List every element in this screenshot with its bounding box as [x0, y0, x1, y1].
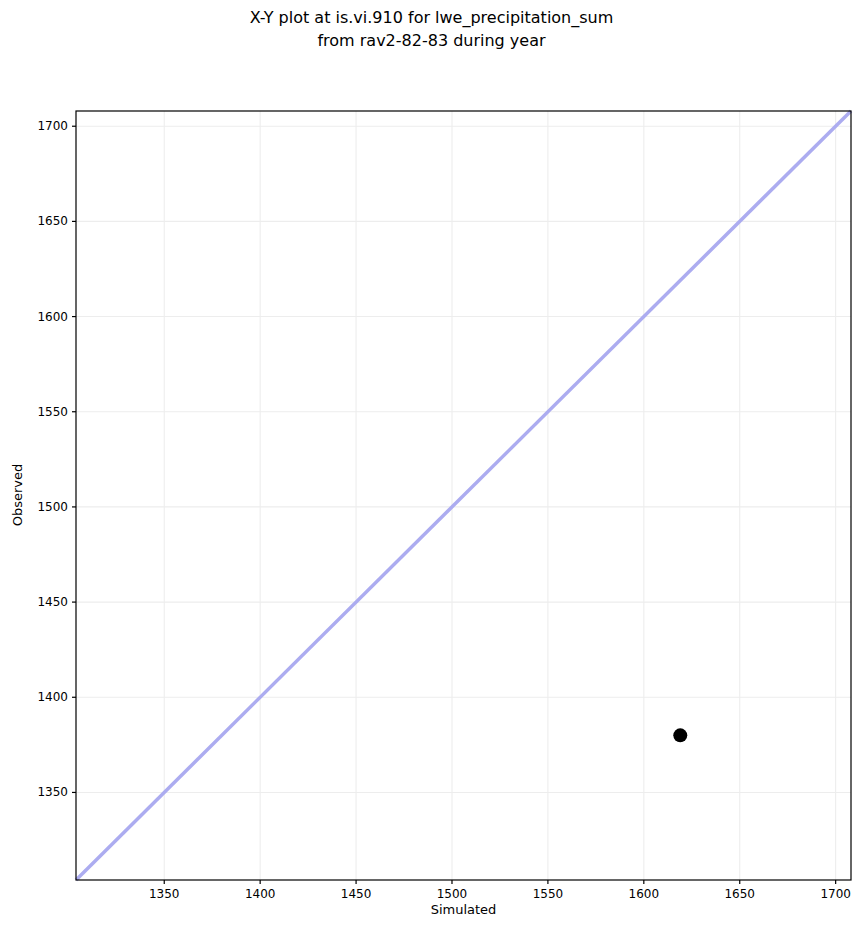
y-tick-label: 1650	[37, 214, 68, 228]
x-tick-label: 1650	[724, 887, 755, 901]
y-tick-label: 1400	[37, 690, 68, 704]
y-tick-label: 1500	[37, 500, 68, 514]
x-tick-label: 1350	[149, 887, 180, 901]
x-tick-label: 1500	[437, 887, 468, 901]
y-tick-label: 1600	[37, 310, 68, 324]
identity-line	[76, 111, 851, 880]
x-tick-label: 1700	[820, 887, 851, 901]
x-tick-label: 1600	[629, 887, 660, 901]
y-axis-label: Observed	[10, 464, 25, 527]
chart-figure: X-Y plot at is.vi.910 for lwe_precipitat…	[0, 0, 863, 934]
x-tick-label: 1400	[245, 887, 276, 901]
plot-area: 1350 1400 1450 1500 1550 1600 1650 1700 1350 1400…	[0, 0, 863, 934]
x-axis-label: Simulated	[76, 902, 851, 917]
x-tick-label: 1550	[533, 887, 564, 901]
y-tick-label: 1450	[37, 595, 68, 609]
y-tick-label: 1550	[37, 405, 68, 419]
y-tick-label: 1700	[37, 119, 68, 133]
x-tick-label: 1450	[341, 887, 372, 901]
data-point	[673, 728, 687, 742]
y-tick-label: 1350	[37, 785, 68, 799]
